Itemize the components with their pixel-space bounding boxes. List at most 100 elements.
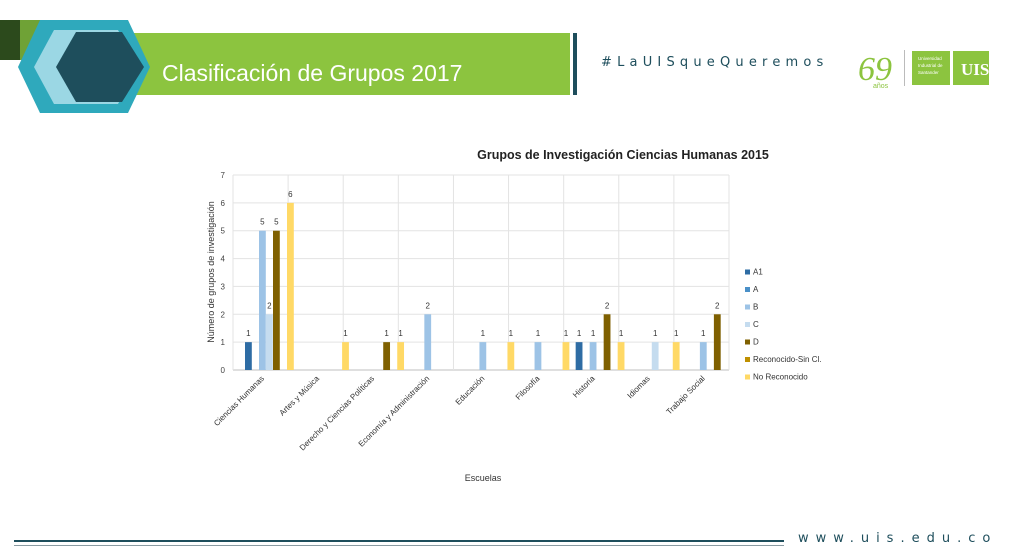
bar-d: [603, 314, 611, 370]
bar-b: [534, 342, 542, 370]
bar-b: [424, 314, 432, 370]
data-label: 2: [426, 301, 431, 310]
data-label: 1: [343, 329, 348, 338]
legend-label: No Reconocido: [753, 373, 808, 382]
x-tick-label: Educación: [454, 374, 487, 407]
x-tick-label: Ciencias Humanas: [212, 374, 266, 428]
data-label: 1: [653, 329, 658, 338]
logo-separator: [904, 50, 905, 86]
bar-d: [273, 230, 280, 370]
university-logo: [912, 51, 950, 85]
bar-b: [259, 230, 266, 370]
data-label: 5: [274, 218, 279, 227]
svg-text:Universidad: Universidad: [918, 56, 942, 61]
data-label: 1: [701, 329, 706, 338]
title-band-divider: [573, 33, 577, 95]
svg-text:UIS: UIS: [961, 60, 989, 79]
svg-text:69: 69: [858, 51, 892, 88]
data-label: 2: [267, 301, 272, 310]
y-tick-label: 0: [221, 366, 226, 375]
chart-bars: [245, 202, 721, 370]
x-tick-label: Trabajo Social: [665, 374, 707, 416]
legend-swatch: [745, 322, 750, 327]
data-label: 1: [577, 329, 582, 338]
x-tick-label: Artes y Música: [278, 374, 322, 418]
x-tick-label: Historia: [571, 374, 597, 400]
slide-header: 69 años Universidad Industrial de Santan…: [0, 20, 989, 113]
data-label: 1: [674, 329, 679, 338]
x-axis-title: Escuelas: [465, 473, 502, 483]
y-tick-label: 4: [221, 255, 226, 264]
y-tick-label: 1: [221, 338, 226, 347]
legend-swatch: [745, 374, 750, 380]
legend-swatch: [745, 287, 750, 292]
legend-label: A: [753, 285, 759, 294]
x-tick-label: Filosofía: [514, 374, 542, 402]
y-tick-label: 2: [221, 310, 226, 319]
data-label: 6: [288, 190, 293, 199]
legend-label: C: [753, 320, 759, 329]
data-label: 2: [605, 301, 610, 310]
bar-d: [383, 342, 391, 370]
y-axis-title: Número de grupos de investigación: [206, 201, 216, 343]
legend-label: Reconocido-Sin Cl.: [753, 355, 821, 364]
data-label: 1: [564, 329, 569, 338]
legend-swatch: [745, 304, 750, 310]
anniversary-logo: 69 años: [858, 51, 892, 90]
legend-swatch: [745, 357, 750, 362]
y-tick-label: 7: [221, 171, 226, 180]
slide-title: Clasificación de Grupos 2017: [162, 60, 463, 86]
x-tick-label: Idiomas: [626, 374, 652, 400]
chart-title: Grupos de Investigación Ciencias Humanas…: [477, 148, 769, 162]
bar-no-reconocido: [562, 342, 570, 370]
y-tick-label: 5: [221, 227, 226, 236]
legend-swatch: [745, 339, 750, 345]
bar-b: [589, 342, 597, 370]
svg-text:años: años: [873, 83, 889, 90]
bar-a1: [575, 342, 583, 370]
data-label: 1: [481, 329, 486, 338]
hashtag-text: #LaUISqueQueremos: [601, 55, 829, 70]
bar-no-reconocido: [342, 342, 349, 370]
data-label: 2: [715, 301, 720, 310]
bar-b: [699, 342, 707, 370]
bar-no-reconocido: [397, 342, 405, 370]
data-label: 1: [509, 329, 514, 338]
title-band: [128, 33, 570, 95]
bar-no-reconocido: [287, 202, 294, 370]
chart-grid: [232, 174, 730, 371]
data-label: 5: [260, 218, 265, 227]
bar-c: [651, 342, 659, 370]
corner-wedge: [0, 20, 20, 60]
footer-line: [14, 540, 784, 542]
hexagon-inner: [56, 32, 144, 102]
bar-no-reconocido: [617, 342, 625, 370]
bar-a1: [245, 342, 252, 370]
data-label: 1: [536, 329, 541, 338]
data-label: 1: [384, 329, 389, 338]
bar-no-reconocido: [507, 342, 515, 370]
legend-label: A1: [753, 268, 763, 277]
bar-c: [266, 314, 273, 370]
y-tick-label: 3: [221, 282, 226, 291]
data-label: 1: [591, 329, 596, 338]
website-url: www.uis.edu.co: [798, 531, 998, 546]
y-axis-ticks: 0 1 2 3 4 5 6 7: [221, 171, 226, 375]
y-tick-label: 6: [221, 199, 226, 208]
data-label: 1: [246, 329, 251, 338]
svg-text:Industrial de: Industrial de: [918, 63, 943, 68]
bar-b: [479, 342, 487, 370]
data-label: 1: [398, 329, 403, 338]
data-label: 1: [619, 329, 624, 338]
uis-shield-logo: [953, 51, 989, 85]
bar-no-reconocido: [672, 342, 680, 370]
legend-label: B: [753, 303, 758, 312]
legend-label: D: [753, 338, 759, 347]
legend-swatch: [745, 269, 750, 275]
bar-d: [713, 314, 721, 370]
footer-line-thin: [14, 545, 784, 546]
